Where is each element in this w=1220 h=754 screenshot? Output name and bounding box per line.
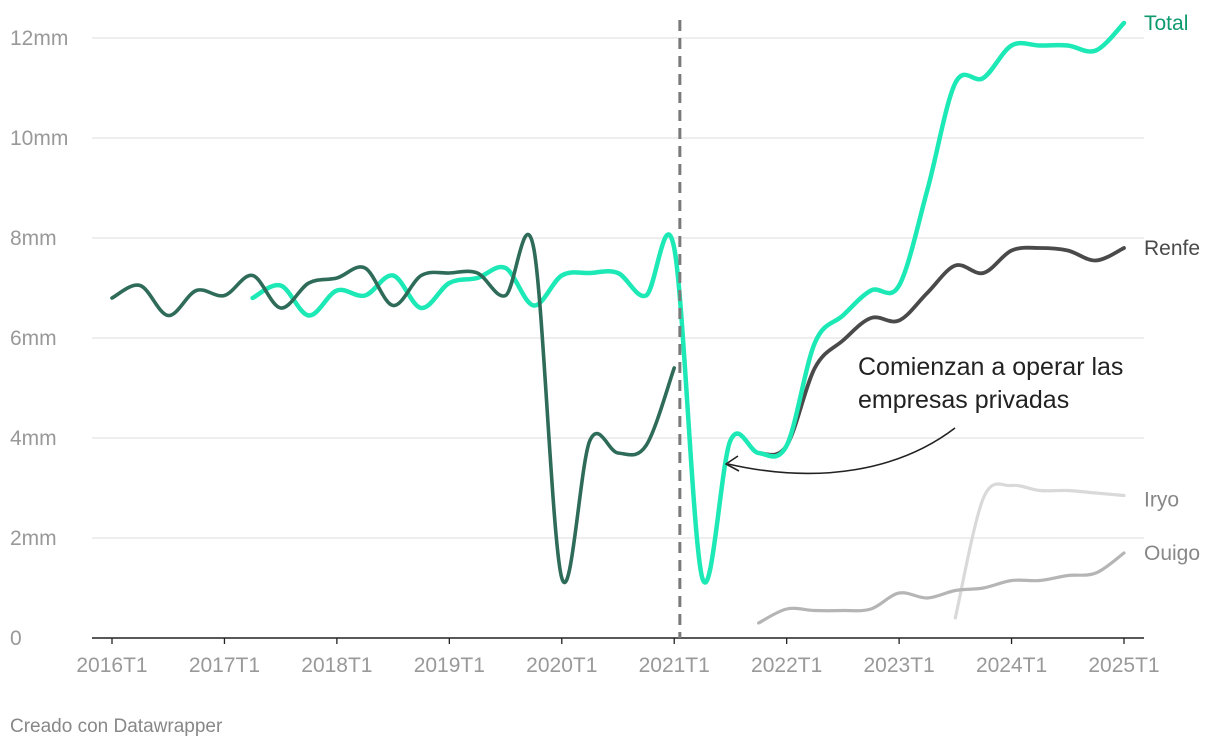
x-tick-label: 2017T1 (189, 654, 260, 677)
series-label-iryo: Iryo (1144, 489, 1179, 512)
x-tick-label: 2016T1 (76, 654, 147, 677)
y-tick-label: 8mm (10, 227, 57, 250)
annotation-arrowhead (725, 455, 740, 472)
annotation-text: Comienzan a operar las (858, 353, 1123, 381)
series-label-ouigo: Ouigo (1144, 542, 1200, 565)
x-tick-label: 2023T1 (863, 654, 934, 677)
series-label-renfe: Renfe (1144, 237, 1200, 260)
y-tick-label: 12mm (10, 27, 68, 50)
series-line-ouigo (757, 551, 1126, 625)
series-lines (110, 20, 1127, 625)
x-tick-label: 2019T1 (414, 654, 485, 677)
annotation-arrow (727, 427, 956, 475)
x-tick-label: 2022T1 (751, 654, 822, 677)
credit-text: Creado con Datawrapper (10, 716, 223, 737)
x-tick-label: 2018T1 (301, 654, 372, 677)
x-tick-label: 2021T1 (639, 654, 710, 677)
y-tick-label: 10mm (10, 127, 68, 150)
x-tick-label: 2025T1 (1088, 654, 1159, 677)
series-label-total: Total (1144, 12, 1188, 35)
series-line-shared-history (110, 232, 676, 584)
y-tick-label: 4mm (10, 427, 57, 450)
x-tick-label: 2020T1 (526, 654, 597, 677)
gridlines (92, 37, 1144, 639)
series-line-iryo (953, 482, 1126, 620)
series-labels: Iryo Ouigo Renfe Total (1144, 12, 1200, 565)
x-axis-ticks: 2016T1 2017T1 2018T1 2019T1 2020T1 2021T1 2022… (76, 638, 1160, 677)
series-line-total (250, 20, 1127, 585)
x-tick-label: 2024T1 (976, 654, 1047, 677)
annotation-text: empresas privadas (858, 386, 1069, 414)
y-tick-label: 0 (10, 627, 22, 650)
y-axis-ticks: 0 2mm 4mm 6mm 8mm 10mm 12mm (10, 27, 68, 650)
y-tick-label: 6mm (10, 327, 57, 350)
y-tick-label: 2mm (10, 527, 57, 550)
annotation-group: Comienzan a operar las empresas privadas (725, 353, 1123, 475)
